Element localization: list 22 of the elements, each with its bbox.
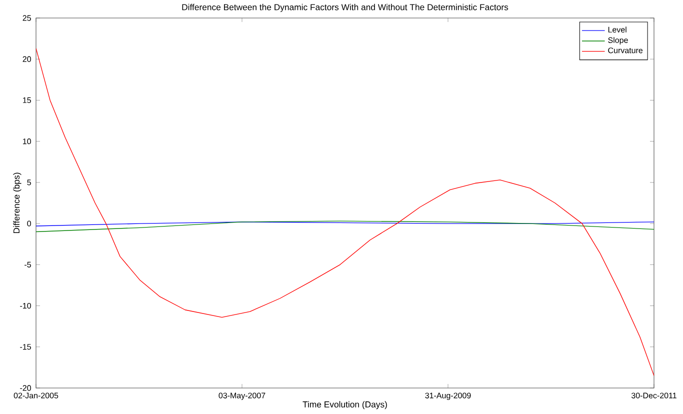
y-tick-label: 15: [23, 97, 31, 104]
y-axis-title: Difference (bps): [13, 172, 22, 234]
x-tick-label: 03-May-2007: [218, 392, 266, 400]
x-tick-label: 02-Jan-2005: [14, 392, 58, 398]
chart-title: Difference Between the Dynamic Factors With and Without The Deterministic Factors: [182, 4, 508, 12]
y-tick-label: -15: [20, 344, 31, 350]
y-tick-label: 25: [22, 15, 31, 21]
x-tick-label: 30-Dec-2011: [631, 392, 676, 398]
y-tick-label: 10: [23, 138, 31, 144]
line-series: [36, 48, 654, 376]
x-tick-label: 31-Aug-2009: [425, 392, 471, 400]
legend-label: Curvature: [608, 48, 643, 54]
y-tick-label: -10: [20, 302, 31, 309]
y-tick-label: 0: [27, 220, 31, 226]
y-tick-label: 5: [27, 180, 31, 186]
y-tick-label: -5: [24, 262, 31, 268]
line-series: [36, 220, 654, 232]
x-axis-title: Time Evolution (Days): [302, 401, 387, 410]
legend-label: Slope: [608, 37, 628, 45]
y-tick-label: 20: [22, 56, 31, 62]
y-tick-label: -20: [20, 385, 31, 391]
legend-label: Level: [608, 26, 626, 33]
